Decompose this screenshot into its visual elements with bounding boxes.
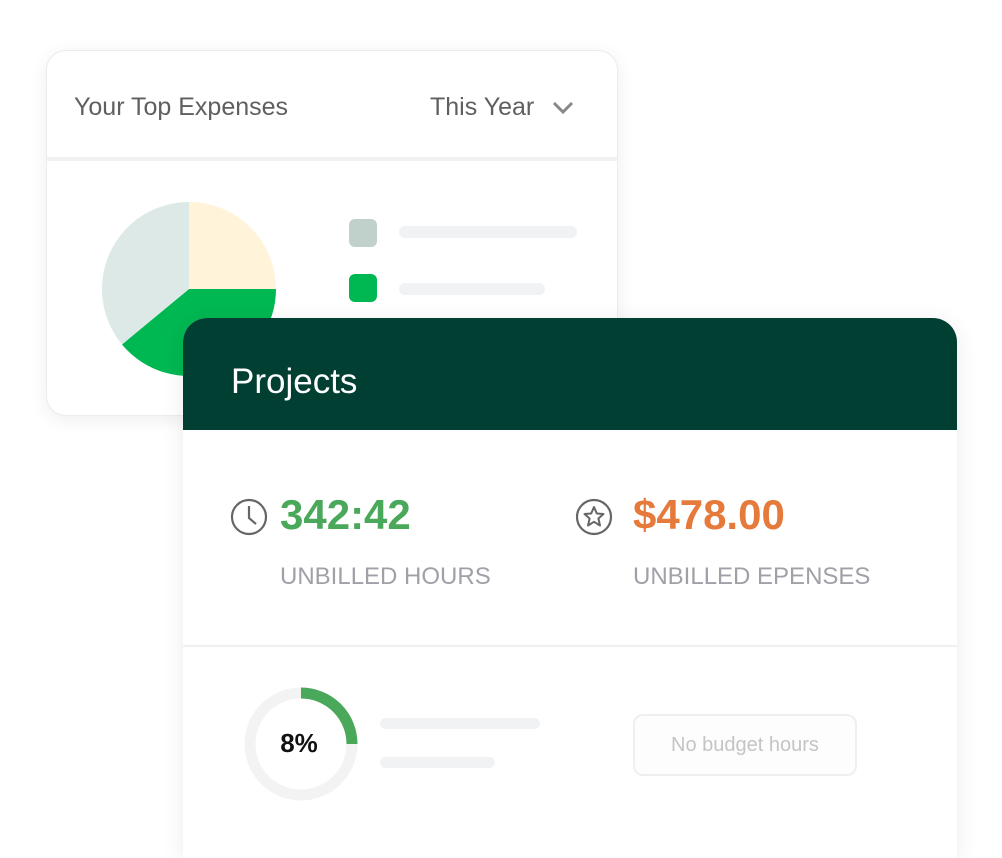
- pie-slice: [189, 202, 276, 289]
- card-title: Your Top Expenses: [74, 93, 289, 121]
- unbilled-hours-label: UNBILLED HOURS: [280, 563, 491, 590]
- donut-progress-arc: [300, 687, 358, 745]
- legend-swatch: [349, 219, 377, 247]
- pie-slice: [102, 202, 189, 345]
- period-dropdown[interactable]: This Year: [430, 93, 574, 122]
- progress-donut: [244, 687, 358, 801]
- no-budget-hours-button[interactable]: No budget hours: [633, 714, 857, 776]
- legend-label-placeholder: [399, 226, 577, 238]
- period-value: This Year: [430, 93, 535, 121]
- text-placeholder: [380, 718, 540, 729]
- divider: [183, 645, 957, 647]
- star-icon: [575, 498, 613, 536]
- top-expenses-card: Your Top Expenses This Year: [46, 50, 618, 416]
- unbilled-expenses-value: $478.00: [633, 491, 785, 538]
- unbilled-hours-value: 342:42: [280, 491, 411, 538]
- text-placeholder: [380, 757, 495, 768]
- projects-card: Projects 342:42 UNBILLED HOURS $478.00 U…: [183, 318, 957, 858]
- clock-icon: [230, 498, 268, 536]
- projects-header: Projects: [183, 318, 957, 430]
- legend-label-placeholder: [399, 283, 545, 295]
- unbilled-expenses-label: UNBILLED EPENSES: [633, 563, 871, 590]
- progress-percent: 8%: [280, 728, 318, 758]
- projects-title: Projects: [231, 362, 358, 401]
- legend-swatch: [349, 274, 377, 302]
- divider: [47, 157, 617, 161]
- chevron-down-icon: [553, 101, 574, 114]
